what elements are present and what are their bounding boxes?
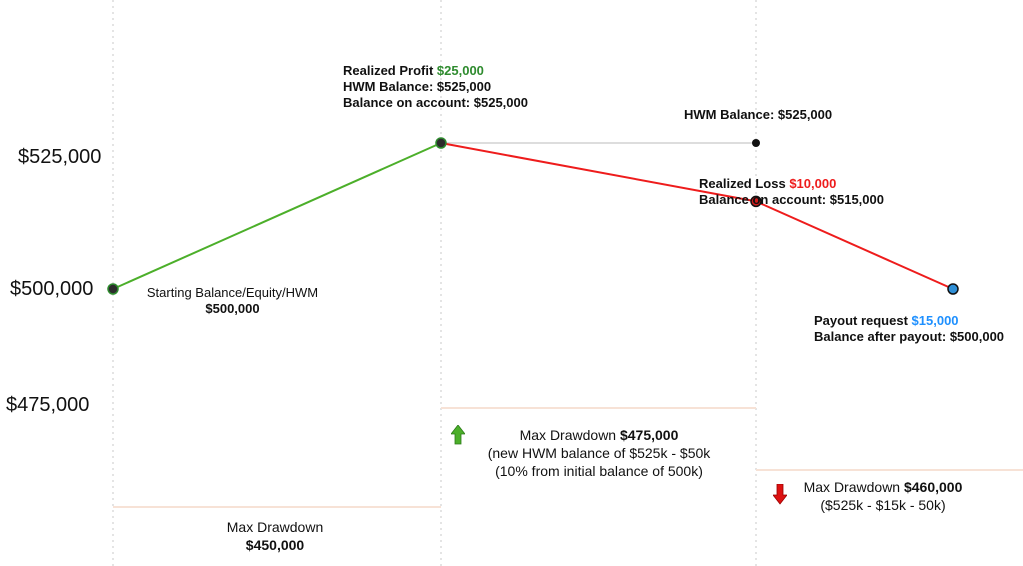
vertical-gridlines	[112, 0, 757, 566]
payout-after: Balance after payout: $500,000	[814, 329, 1005, 344]
balance-segment	[755, 200, 954, 290]
payout-label: Payout request	[814, 313, 908, 328]
payout-amount: $15,000	[911, 313, 959, 328]
y-tick-label: $525,000	[18, 146, 102, 168]
drawdown-3-label: Max Drawdown	[803, 479, 901, 495]
drawdown-3-annotation: Max Drawdown $460,000 ($525k - $15k - 50…	[793, 478, 973, 514]
y-tick-label: $475,000	[6, 394, 90, 416]
start-value: $500,000	[205, 301, 260, 316]
down-arrow-icon	[772, 483, 788, 510]
data-point	[435, 137, 447, 149]
hwm-annotation: HWM Balance: $525,000	[684, 107, 833, 122]
y-tick-label: $500,000	[10, 278, 94, 300]
data-point	[750, 195, 762, 208]
start-annotation: Starting Balance/Equity/HWM $500,000	[130, 285, 335, 317]
balance-segment	[112, 142, 442, 290]
drawdown-1-amount: $450,000	[245, 537, 305, 553]
data-point	[107, 283, 119, 295]
drawdown-2-line3: (10% from initial balance of 500k)	[495, 463, 703, 479]
data-point	[947, 283, 959, 295]
loss-label: Realized Loss	[699, 176, 786, 191]
balance-lines	[112, 142, 954, 290]
drawdown-3-line2: ($525k - $15k - 50k)	[820, 497, 946, 513]
loss-annotation: Realized Loss $10,000 Balance on account…	[699, 176, 884, 208]
profit-amount: $25,000	[436, 63, 484, 78]
drawdown-3-amount: $460,000	[903, 479, 963, 495]
drawdown-2-label: Max Drawdown	[519, 427, 617, 443]
drawdown-2-line2: (new HWM balance of $525k - $50k	[487, 445, 711, 461]
hwm-point	[752, 139, 760, 147]
up-arrow-icon	[450, 424, 466, 450]
start-label: Starting Balance/Equity/HWM	[146, 285, 319, 300]
payout-annotation: Payout request $15,000 Balance after pay…	[814, 313, 1004, 345]
drawdown-2-amount: $475,000	[619, 427, 679, 443]
drawdown-1-label: Max Drawdown	[226, 519, 324, 535]
profit-annotation: Realized Profit $25,000 HWM Balance: $52…	[343, 63, 528, 111]
loss-amount: $10,000	[789, 176, 837, 191]
profit-label: Realized Profit	[343, 63, 434, 78]
drawdown-2-annotation: Max Drawdown $475,000 (new HWM balance o…	[470, 426, 728, 480]
profit-hwm: HWM Balance: $525,000	[343, 79, 492, 94]
profit-balance: Balance on account: $525,000	[343, 95, 528, 110]
balance-segment	[440, 142, 757, 203]
drawdown-lines	[113, 407, 1023, 508]
balance-points	[107, 137, 959, 295]
loss-balance: Balance on account: $515,000	[699, 192, 884, 207]
drawdown-1-annotation: Max Drawdown $450,000	[175, 518, 375, 554]
